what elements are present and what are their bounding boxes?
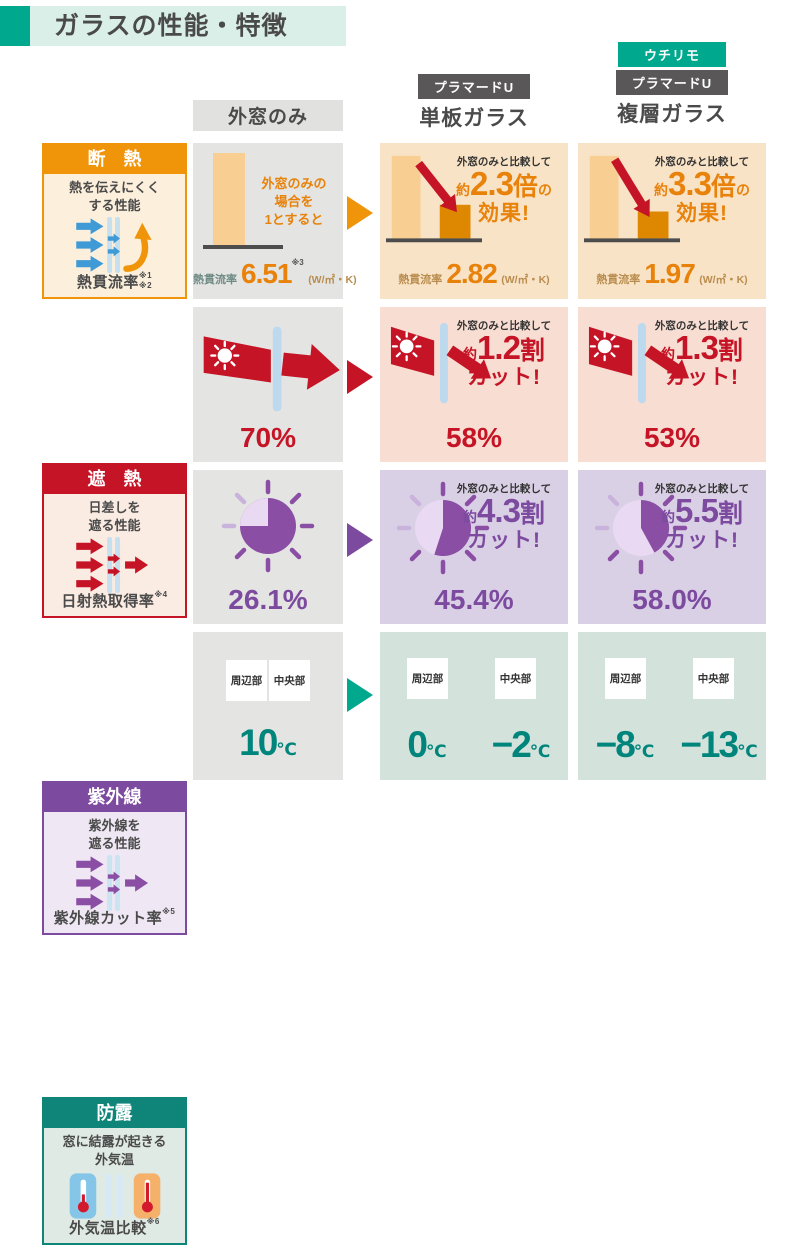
flow-arrow-condensation-icon bbox=[347, 678, 373, 712]
uv-double-glass-cell: 外窓のみと比較して 約5.5割 カット! 58.0% bbox=[578, 470, 766, 624]
uv-sun-pie-icon bbox=[594, 481, 688, 575]
condensation-single-glass-cell: 周辺部 中央部 0℃ −2℃ bbox=[380, 632, 568, 780]
area-chip-center: 中央部 bbox=[495, 658, 536, 699]
insulation-heat-flow-icon bbox=[75, 217, 152, 274]
condensation-double-edge-value: −8℃ bbox=[595, 724, 655, 765]
uv-base-cell: 26.1% bbox=[193, 470, 343, 624]
insulation-effect-double: 約3.3倍の 効果! bbox=[654, 165, 750, 225]
brand-badge-plamado-2: プラマードU bbox=[615, 70, 729, 95]
column-header-base-window: 外窓のみ bbox=[193, 100, 343, 131]
row-desc-shading: 日差しを 遮る性能 bbox=[88, 500, 141, 533]
sun-heat-arrow-icon bbox=[203, 326, 340, 412]
column-header-double-glass: ウチリモ プラマードU 複層ガラス bbox=[578, 42, 766, 128]
insulation-double-value: 熱貫流率 1.97 (W/㎡・K) bbox=[596, 258, 748, 289]
compare-note: 外窓のみと比較して bbox=[654, 483, 750, 495]
compare-note: 外窓のみと比較して bbox=[456, 156, 552, 168]
condensation-single-edge-value: 0℃ bbox=[407, 724, 447, 765]
compare-note: 外窓のみと比較して bbox=[654, 320, 750, 332]
insulation-effect-single: 約2.3倍の 効果! bbox=[456, 165, 552, 225]
row-metric-condensation: 外気温比較※6 bbox=[69, 1217, 160, 1237]
base-note: 外窓のみの 場合を 1とすると bbox=[261, 176, 327, 228]
row-metric-insulation: 熱貫流率※1 ※2 bbox=[76, 271, 153, 291]
row-label-condensation: 防露 窓に結露が起きる 外気温 外気温比較※6 bbox=[42, 1097, 187, 1245]
row-desc-uv: 紫外線を 遮る性能 bbox=[88, 818, 141, 851]
uv-sun-pie-icon bbox=[396, 481, 490, 575]
shading-double-glass-cell: 外窓のみと比較して 約1.3割 カット! 53% bbox=[578, 307, 766, 462]
row-label-uv: 紫外線 紫外線を 遮る性能 紫外線カット率※5 bbox=[42, 781, 187, 935]
shading-sun-block-icon bbox=[75, 537, 148, 594]
shading-double-value: 53% bbox=[643, 422, 701, 453]
compare-note: 外窓のみと比較して bbox=[456, 483, 552, 495]
insulation-single-glass-cell: 外窓のみと比較して 約2.3倍の 効果! 熱貫流率 2.82 (W/㎡・K) bbox=[380, 143, 568, 299]
uv-base-value: 26.1% bbox=[228, 584, 308, 615]
row-desc-condensation: 窓に結露が起きる 外気温 bbox=[62, 1134, 167, 1167]
row-metric-shading: 日射熱取得率※4 bbox=[61, 590, 168, 610]
thermometer-comparison-icon bbox=[69, 1173, 160, 1219]
condensation-single-center-value: −2℃ bbox=[491, 724, 551, 765]
condensation-base-value: 10℃ bbox=[239, 722, 297, 763]
row-label-insulation: 断 熱 熱を伝えにくく する性能 熱貫流率※1 ※2 bbox=[42, 143, 187, 299]
shading-effect-double: 約1.3割 カット! bbox=[661, 329, 743, 389]
uv-block-icon bbox=[75, 855, 148, 912]
row-label-shading: 遮 熱 日差しを 遮る性能 日射熱取得率※4 bbox=[42, 463, 187, 618]
area-chip-center: 中央部 bbox=[269, 660, 310, 701]
series-badge-uchirimo: ウチリモ bbox=[617, 42, 726, 67]
title-accent-square bbox=[0, 6, 30, 46]
condensation-double-center-value: −13℃ bbox=[680, 724, 758, 765]
row-title-shading: 遮 熱 bbox=[44, 465, 185, 494]
sun-heat-cut-icon bbox=[588, 322, 690, 404]
area-chip-edge: 周辺部 bbox=[605, 658, 646, 699]
single-bar-chart-icon bbox=[203, 153, 283, 249]
infographic-page: { "title": "ガラスの性能・特徴", "colors": { "tea… bbox=[0, 6, 766, 1245]
page-title: ガラスの性能・特徴 bbox=[54, 12, 288, 40]
shading-single-glass-cell: 外窓のみと比較して 約1.2割 カット! 58% bbox=[380, 307, 568, 462]
page-title-banner: ガラスの性能・特徴 bbox=[0, 6, 346, 46]
flow-arrow-insulation-icon bbox=[347, 196, 373, 230]
insulation-base-value: 熱貫流率 6.51※3 (W/㎡・K) bbox=[193, 258, 357, 289]
condensation-base-cell: 周辺部 中央部 10℃ bbox=[193, 632, 343, 780]
row-metric-uv: 紫外線カット率※5 bbox=[53, 907, 176, 927]
shading-effect-single: 約1.2割 カット! bbox=[463, 329, 545, 389]
column-header-single-glass: プラマードU 単板ガラス bbox=[380, 74, 568, 132]
uv-effect-single: 約4.3割 カット! bbox=[463, 492, 545, 552]
row-desc-insulation: 熱を伝えにくく する性能 bbox=[69, 180, 160, 213]
bar-comparison-icon bbox=[386, 155, 482, 243]
sun-heat-cut-icon bbox=[390, 322, 492, 404]
area-chip-edge: 周辺部 bbox=[407, 658, 448, 699]
area-chip-edge: 周辺部 bbox=[226, 660, 267, 701]
column-name-single-glass: 単板ガラス bbox=[419, 107, 529, 130]
insulation-single-value: 熱貫流率 2.82 (W/㎡・K) bbox=[398, 258, 550, 289]
row-title-condensation: 防露 bbox=[44, 1099, 185, 1128]
compare-note: 外窓のみと比較して bbox=[456, 320, 552, 332]
area-chip-center: 中央部 bbox=[693, 658, 734, 699]
row-title-uv: 紫外線 bbox=[44, 783, 185, 812]
shading-base-cell: 70% bbox=[193, 307, 343, 462]
uv-single-value: 45.4% bbox=[434, 584, 514, 615]
bar-comparison-icon bbox=[584, 155, 680, 243]
flow-arrow-uv-icon bbox=[347, 523, 373, 557]
shading-single-value: 58% bbox=[445, 422, 503, 453]
row-title-insulation: 断 熱 bbox=[44, 145, 185, 174]
shading-base-value: 70% bbox=[239, 422, 297, 453]
insulation-double-glass-cell: 外窓のみと比較して 約3.3倍の 効果! 熱貫流率 1.97 (W/㎡・K) bbox=[578, 143, 766, 299]
brand-badge-plamado: プラマードU bbox=[417, 74, 531, 99]
uv-single-glass-cell: 外窓のみと比較して 約4.3割 カット! 45.4% bbox=[380, 470, 568, 624]
condensation-double-glass-cell: 周辺部 中央部 −8℃ −13℃ bbox=[578, 632, 766, 780]
compare-note: 外窓のみと比較して bbox=[654, 156, 750, 168]
uv-effect-double: 約5.5割 カット! bbox=[661, 492, 743, 552]
column-name-double-glass: 複層ガラス bbox=[617, 103, 727, 126]
uv-sun-pie-icon bbox=[221, 479, 315, 573]
flow-arrow-shading-icon bbox=[347, 360, 373, 394]
uv-double-value: 58.0% bbox=[632, 584, 712, 615]
insulation-base-cell: 外窓のみの 場合を 1とすると 熱貫流率 6.51※3 (W/㎡・K) bbox=[193, 143, 357, 299]
